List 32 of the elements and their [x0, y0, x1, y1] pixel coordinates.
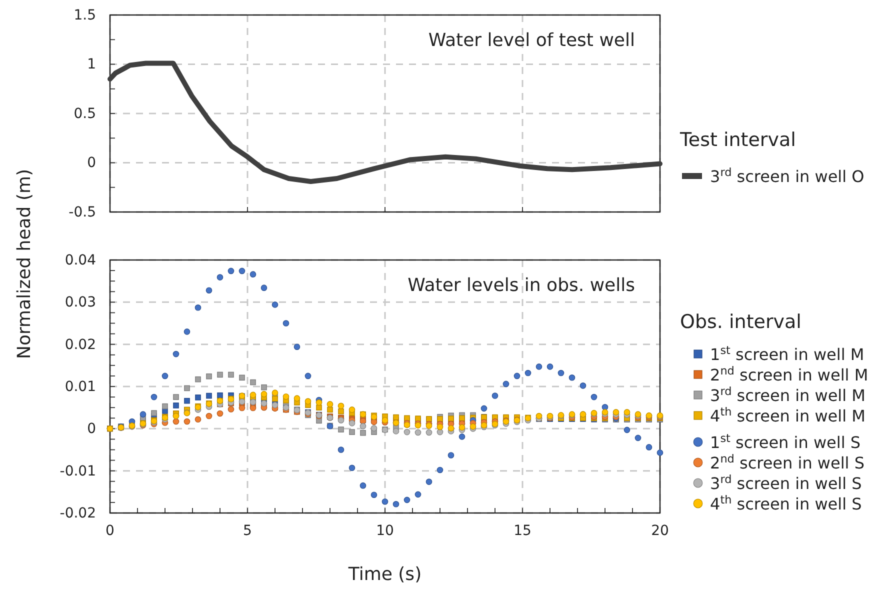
legend-label: 2$^{nd}$ screen in well S [710, 452, 864, 472]
legend-label: 1$^{st}$ screen in well M [710, 344, 864, 364]
legend-label: 2$^{nd}$ screen in well M [710, 364, 868, 384]
x-axis-title: Time (s) [347, 564, 422, 585]
text: Water levels in obs. wells [408, 275, 635, 296]
legend-label: 3$^{rd}$ screen in well M [710, 384, 866, 405]
y-tick-label: -0.02 [60, 505, 96, 522]
legend-label: 3$^{rd}$ screen in well O [710, 166, 864, 186]
legend-label: 1$^{st}$ screen in well S [710, 432, 860, 452]
x-tick-label: 0 [106, 522, 114, 539]
legend-label: 3$^{rd}$ screen in well S [710, 472, 862, 493]
y-tick-label: 0 [87, 421, 96, 438]
y-tick-label: -0.01 [60, 463, 96, 480]
x-tick-label: 15 [514, 522, 532, 539]
y-axis-title: Normalized head (m) [14, 168, 35, 360]
x-tick-label: 5 [243, 522, 252, 539]
y-tick-label: 0 [87, 155, 96, 172]
y-tick-label: 0.04 [64, 252, 96, 268]
x-tick-label: 20 [651, 522, 669, 539]
legend-label: 4$^{th}$ screen in well S [710, 493, 862, 514]
x-tick-label: 10 [376, 522, 394, 539]
y-tick-label: 0.03 [64, 294, 96, 311]
y-tick-label: 1 [87, 56, 96, 73]
legend-title: Test interval [679, 129, 796, 151]
y-tick-label: -0.5 [68, 204, 96, 220]
y-tick-label: 0.5 [74, 106, 96, 122]
y-tick-label: 1.5 [74, 7, 96, 24]
legend-title: Obs. interval [680, 311, 802, 333]
legend-label: 4$^{th}$ screen in well M [710, 405, 866, 426]
y-tick-label: 0.01 [64, 378, 96, 395]
y-tick-label: 0.02 [64, 336, 96, 353]
text: Water level of test well [428, 30, 635, 51]
